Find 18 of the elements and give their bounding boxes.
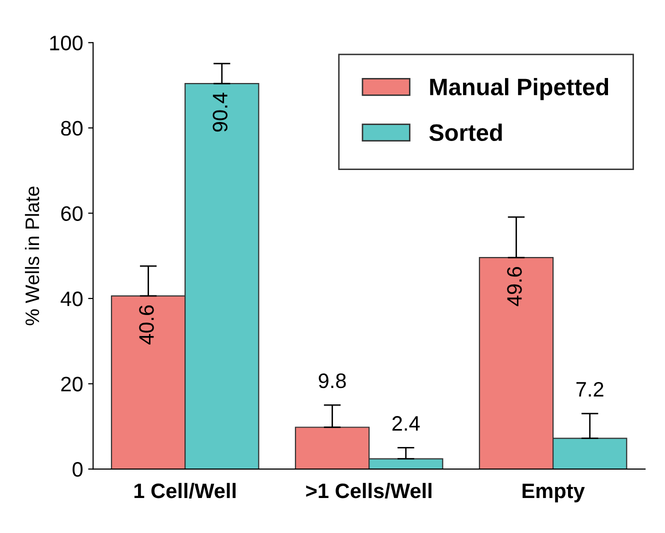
data-label: 90.4 [212, 92, 228, 132]
legend-label: Manual Pipetted [430, 78, 608, 100]
x-tick-label: Empty [522, 484, 585, 502]
y-tick-label: 80 [61, 120, 83, 136]
y-tick-label: 20 [61, 376, 83, 392]
data-label: 7.2 [576, 382, 604, 396]
legend-label: Sorted [429, 124, 502, 142]
data-label: 40.6 [139, 305, 154, 345]
y-axis-title: % Wells in Plate [24, 186, 40, 326]
x-tick-label: 1 Cell/Well [134, 482, 236, 498]
data-label: 49.6 [507, 266, 522, 306]
data-label: 2.4 [392, 416, 420, 431]
y-tick-label: 100 [50, 36, 83, 50]
data-label: 9.8 [318, 373, 346, 388]
y-tick-label: 0 [72, 462, 83, 477]
x-tick-label: >1 Cells/Well [306, 482, 432, 498]
y-tick-label: 60 [61, 206, 83, 221]
y-tick-label: 40 [60, 291, 83, 306]
